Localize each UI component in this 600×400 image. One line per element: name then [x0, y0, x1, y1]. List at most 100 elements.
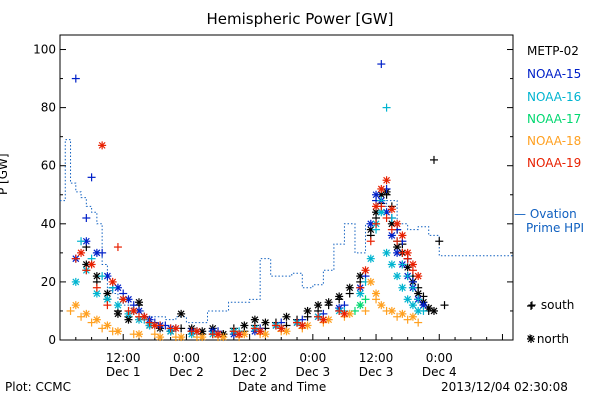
marker-d2: [114, 327, 122, 335]
north-symbol-legend: * north: [527, 332, 570, 346]
legend-noaa-15: NOAA-15: [527, 67, 582, 81]
marker-d2: [103, 295, 111, 303]
marker-d2: [388, 307, 396, 315]
marker-d2: [325, 316, 333, 324]
marker-d2: [346, 310, 354, 318]
marker-d2: [367, 220, 375, 228]
marker-d2: [172, 324, 180, 332]
plot-timestamp: 2013/12/04 02:30:08: [441, 380, 568, 394]
marker-d2: [135, 298, 143, 306]
y-tick-label: 100: [33, 43, 56, 57]
marker-d2: [372, 191, 380, 199]
marker-d2: [256, 327, 264, 335]
marker-d2: [82, 237, 90, 245]
marker-d2: [125, 316, 132, 324]
north-marker: [377, 301, 386, 310]
north-marker: [408, 260, 417, 269]
marker-d2: [198, 327, 206, 335]
marker-d2: [388, 232, 396, 239]
marker-d2: [193, 327, 201, 335]
south-marker: [429, 155, 438, 164]
marker-d2: [130, 307, 138, 315]
marker-d2: [372, 202, 380, 210]
south-marker: [435, 237, 444, 246]
north-marker: [345, 283, 354, 292]
north-marker: [135, 330, 144, 339]
south-marker: [440, 301, 449, 310]
legend-noaa-16: NOAA-16: [527, 90, 582, 104]
marker-d2: [93, 316, 101, 324]
marker-d2: [93, 272, 101, 280]
north-marker: [387, 306, 396, 315]
marker-d2: [356, 290, 364, 297]
south-marker: [92, 283, 101, 292]
south-marker: [82, 266, 91, 275]
north-marker: [87, 260, 96, 269]
marker-d2: [346, 284, 354, 292]
marker-d2: [393, 249, 401, 257]
marker-d2: [356, 301, 364, 309]
marker-d2: [283, 327, 290, 335]
north-marker: [113, 309, 122, 318]
north-marker: [319, 315, 328, 324]
marker-d2: [156, 333, 164, 341]
marker-d2: [383, 249, 391, 257]
marker-d2: [283, 313, 290, 321]
x-tick-label-date: Dec 3: [359, 365, 394, 379]
south-marker: [113, 243, 122, 252]
marker-d2: [398, 284, 406, 292]
north-marker: [92, 289, 101, 298]
marker-d2: [398, 310, 406, 318]
south-marker: [527, 302, 535, 310]
marker-d2: [177, 310, 185, 318]
north-marker: [198, 333, 207, 342]
ovation-legend-line2: Prime HPI: [526, 221, 584, 235]
x-tick-label-date: Dec 3: [296, 365, 331, 379]
north-marker: [240, 321, 249, 330]
south-marker: [361, 306, 370, 315]
south-marker: [382, 214, 391, 222]
marker-d2: [409, 301, 417, 309]
north-marker: [527, 335, 535, 343]
north-marker: [140, 312, 149, 321]
north-marker: [393, 219, 402, 228]
north-marker: [408, 301, 417, 310]
marker-d2: [304, 307, 311, 315]
marker-d2: [335, 293, 343, 300]
marker-d2: [82, 261, 90, 268]
south-marker: [366, 237, 375, 246]
north-marker: [382, 248, 391, 257]
north-marker: [113, 301, 122, 310]
marker-d2: [298, 322, 306, 329]
north-marker: [398, 231, 407, 240]
north-marker: [177, 309, 186, 318]
marker-d2: [77, 249, 85, 257]
north-marker: [250, 315, 259, 324]
north-marker: [71, 277, 80, 286]
plot-frame: [59, 34, 514, 341]
legend-metp-02: METP-02: [527, 44, 579, 58]
marker-d2: [235, 330, 243, 338]
marker-d2: [140, 313, 148, 321]
south-marker: [414, 295, 423, 304]
north-marker: [92, 315, 101, 324]
marker-d2: [151, 322, 159, 329]
north-marker: [214, 330, 223, 339]
x-tick-label-date: Dec 4: [422, 365, 457, 379]
north-marker: [108, 277, 117, 286]
marker-d2: [103, 322, 111, 329]
north-marker: [387, 205, 396, 214]
marker-d2: [414, 307, 422, 315]
chart-title: Hemispheric Power [GW]: [206, 10, 394, 28]
north-marker: [92, 272, 101, 281]
x-tick-label-time: 0:00: [426, 351, 453, 365]
ovation-legend-line1: — Ovation: [514, 207, 577, 221]
marker-d2: [93, 249, 101, 257]
x-tick-label-time: 0:00: [173, 351, 200, 365]
south-marker: [71, 74, 80, 83]
north-marker: [135, 306, 144, 315]
north-marker: [303, 321, 312, 330]
north-marker: [261, 330, 270, 339]
north-marker: [335, 292, 344, 301]
north-marker: [113, 327, 122, 336]
